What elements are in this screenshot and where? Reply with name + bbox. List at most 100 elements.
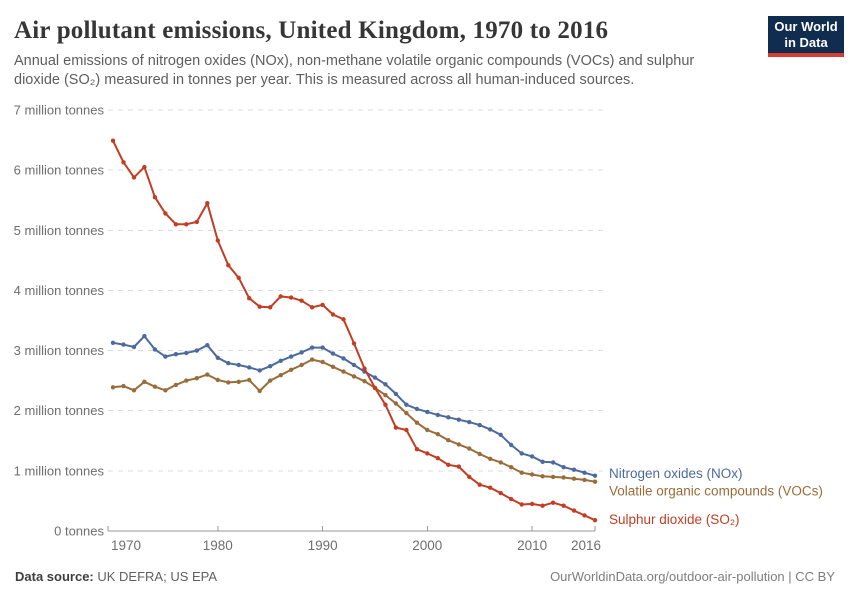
nitrogen-oxides-point[interactable]	[529, 454, 535, 459]
volatile-organic-compounds-point[interactable]	[131, 388, 137, 393]
sulphur-dioxide-point[interactable]	[194, 219, 199, 225]
nitrogen-oxides-point[interactable]	[414, 406, 420, 412]
sulphur-dioxide-point[interactable]	[477, 482, 482, 487]
series-volatile-organic-compounds[interactable]: Volatile organic compounds (VOCs)	[110, 357, 823, 499]
volatile-organic-compounds-point[interactable]	[477, 451, 482, 457]
nitrogen-oxides-point[interactable]	[194, 348, 199, 353]
nitrogen-oxides-point[interactable]	[131, 344, 137, 350]
volatile-organic-compounds-point[interactable]	[519, 470, 524, 475]
sulphur-dioxide-point[interactable]	[592, 518, 598, 523]
sulphur-dioxide-point[interactable]	[498, 490, 503, 496]
volatile-organic-compounds-point[interactable]	[425, 427, 430, 433]
nitrogen-oxides-point[interactable]	[550, 460, 556, 465]
license-link[interactable]: OurWorldinData.org/outdoor-air-pollution…	[550, 569, 835, 584]
sulphur-dioxide-point[interactable]	[121, 160, 126, 165]
nitrogen-oxides-point[interactable]	[330, 351, 336, 356]
nitrogen-oxides-point[interactable]	[309, 345, 315, 350]
sulphur-dioxide-point[interactable]	[226, 263, 231, 268]
volatile-organic-compounds-point[interactable]	[142, 379, 147, 384]
series-sulphur-dioxide[interactable]: Sulphur dioxide (SO₂)	[110, 138, 740, 528]
volatile-organic-compounds-point[interactable]	[278, 373, 283, 378]
nitrogen-oxides-point[interactable]	[320, 345, 325, 350]
nitrogen-oxides-point[interactable]	[152, 347, 158, 352]
sulphur-dioxide-point[interactable]	[509, 496, 514, 502]
sulphur-dioxide-point[interactable]	[519, 502, 524, 507]
sulphur-dioxide-point[interactable]	[236, 275, 241, 280]
nitrogen-oxides-point[interactable]	[571, 467, 577, 472]
volatile-organic-compounds-point[interactable]	[393, 401, 399, 406]
nitrogen-oxides-point[interactable]	[383, 382, 388, 387]
sulphur-dioxide-point[interactable]	[173, 222, 179, 227]
volatile-organic-compounds-point[interactable]	[184, 378, 189, 383]
nitrogen-oxides-point[interactable]	[404, 402, 409, 407]
nitrogen-oxides-point[interactable]	[278, 358, 283, 363]
volatile-organic-compounds-point[interactable]	[320, 359, 325, 365]
nitrogen-oxides-point[interactable]	[425, 409, 430, 415]
sulphur-dioxide-point[interactable]	[142, 164, 147, 170]
sulphur-dioxide-point[interactable]	[561, 503, 566, 508]
nitrogen-oxides-point[interactable]	[561, 465, 566, 470]
volatile-organic-compounds-point[interactable]	[257, 388, 262, 394]
sulphur-dioxide-point[interactable]	[309, 305, 315, 310]
sulphur-dioxide-point[interactable]	[257, 304, 262, 309]
sulphur-dioxide-point[interactable]	[288, 295, 294, 300]
sulphur-dioxide-point[interactable]	[529, 501, 535, 507]
sulphur-dioxide-point[interactable]	[299, 298, 304, 303]
sulphur-dioxide-point[interactable]	[383, 402, 388, 407]
owid-logo[interactable]: Our World in Data	[768, 16, 844, 57]
nitrogen-oxides-point[interactable]	[435, 412, 440, 418]
volatile-organic-compounds-point[interactable]	[456, 442, 461, 447]
sulphur-dioxide-point[interactable]	[152, 195, 158, 200]
nitrogen-oxides-point[interactable]	[519, 451, 524, 456]
nitrogen-oxides-point[interactable]	[498, 432, 503, 437]
sulphur-dioxide-point[interactable]	[247, 296, 252, 301]
nitrogen-oxides-label[interactable]: Nitrogen oxides (NOx)	[609, 466, 743, 481]
sulphur-dioxide-point[interactable]	[446, 462, 451, 467]
volatile-organic-compounds-point[interactable]	[163, 388, 168, 393]
sulphur-dioxide-point[interactable]	[330, 312, 336, 317]
sulphur-dioxide-point[interactable]	[582, 513, 587, 518]
nitrogen-oxides-point[interactable]	[456, 417, 461, 422]
sulphur-dioxide-point[interactable]	[351, 341, 357, 346]
nitrogen-oxides-point[interactable]	[226, 361, 231, 366]
volatile-organic-compounds-point[interactable]	[341, 369, 346, 374]
nitrogen-oxides-point[interactable]	[582, 470, 587, 475]
volatile-organic-compounds-point[interactable]	[351, 374, 357, 379]
volatile-organic-compounds-point[interactable]	[529, 472, 535, 477]
sulphur-dioxide-point[interactable]	[131, 175, 137, 180]
nitrogen-oxides-point[interactable]	[236, 362, 241, 368]
volatile-organic-compounds-point[interactable]	[404, 410, 409, 416]
nitrogen-oxides-point[interactable]	[509, 442, 514, 448]
volatile-organic-compounds-point[interactable]	[194, 376, 199, 381]
volatile-organic-compounds-point[interactable]	[571, 476, 577, 481]
sulphur-dioxide-point[interactable]	[320, 302, 325, 308]
sulphur-dioxide-point[interactable]	[456, 464, 461, 469]
nitrogen-oxides-point[interactable]	[446, 415, 451, 420]
nitrogen-oxides-point[interactable]	[205, 343, 210, 348]
volatile-organic-compounds-point[interactable]	[509, 465, 514, 470]
volatile-organic-compounds-point[interactable]	[435, 432, 440, 437]
nitrogen-oxides-point[interactable]	[257, 368, 262, 373]
volatile-organic-compounds-point[interactable]	[467, 446, 472, 451]
nitrogen-oxides-point[interactable]	[488, 427, 493, 432]
sulphur-dioxide-point[interactable]	[372, 385, 378, 391]
volatile-organic-compounds-point[interactable]	[288, 367, 294, 372]
sulphur-dioxide-point[interactable]	[268, 305, 273, 310]
volatile-organic-compounds-point[interactable]	[414, 420, 420, 425]
nitrogen-oxides-point[interactable]	[215, 355, 220, 360]
series-nitrogen-oxides[interactable]: Nitrogen oxides (NOx)	[110, 333, 743, 481]
sulphur-dioxide-point[interactable]	[488, 485, 493, 490]
nitrogen-oxides-point[interactable]	[299, 350, 304, 355]
volatile-organic-compounds-point[interactable]	[226, 380, 231, 385]
nitrogen-oxides-point[interactable]	[121, 342, 126, 347]
volatile-organic-compounds-point[interactable]	[362, 379, 367, 384]
volatile-organic-compounds-point[interactable]	[446, 438, 451, 443]
nitrogen-oxides-point[interactable]	[592, 473, 598, 478]
volatile-organic-compounds-point[interactable]	[561, 475, 566, 480]
sulphur-dioxide-point[interactable]	[393, 425, 399, 430]
nitrogen-oxides-point[interactable]	[163, 354, 168, 359]
nitrogen-oxides-point[interactable]	[173, 352, 179, 357]
nitrogen-oxides-point[interactable]	[393, 391, 399, 397]
sulphur-dioxide-line[interactable]	[112, 140, 596, 522]
